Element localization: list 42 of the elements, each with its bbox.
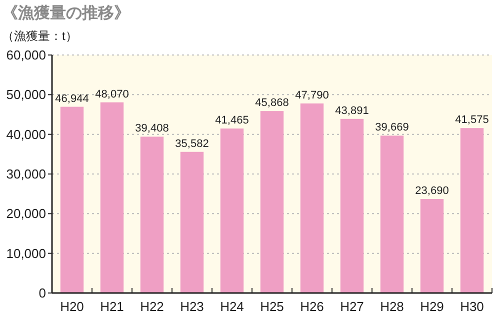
y-tick-label: 10,000 (6, 246, 46, 261)
x-tick-label: H22 (140, 299, 164, 314)
x-tick-label: H29 (420, 299, 444, 314)
bar (180, 152, 204, 293)
bar (380, 136, 404, 293)
y-tick-label: 60,000 (6, 48, 46, 63)
data-label: 39,669 (375, 122, 409, 134)
data-label: 48,070 (95, 88, 129, 100)
data-label: 41,575 (455, 114, 489, 126)
bar (460, 128, 484, 293)
bar (60, 106, 84, 293)
chart-title: 《漁獲量の推移》 (2, 4, 130, 22)
x-tick-label: H21 (100, 299, 124, 314)
x-tick-label: H20 (60, 299, 84, 314)
x-tick-label: H28 (380, 299, 404, 314)
bar (420, 199, 444, 293)
y-tick-label: 50,000 (6, 87, 46, 102)
x-tick-label: H30 (460, 299, 484, 314)
bar (100, 102, 124, 293)
data-label: 43,891 (335, 104, 369, 117)
data-label: 39,408 (135, 122, 169, 135)
data-label: 35,582 (175, 138, 209, 150)
y-tick-label: 0 (38, 286, 46, 301)
x-tick-label: H23 (180, 299, 204, 314)
bar (340, 118, 364, 293)
x-tick-label: H26 (300, 299, 324, 314)
y-tick-label: 30,000 (6, 166, 46, 182)
y-tick-label: 20,000 (6, 206, 46, 222)
data-label: 41,465 (215, 114, 249, 127)
y-tick-label: 40,000 (6, 126, 46, 142)
x-tick-label: H25 (260, 299, 284, 314)
bar (140, 136, 164, 293)
data-label: 47,790 (295, 89, 329, 102)
bar (220, 128, 244, 293)
bar (300, 103, 324, 293)
data-label: 45,868 (255, 97, 289, 110)
x-tick-label: H27 (340, 299, 364, 314)
bar (260, 111, 284, 293)
data-label: 46,944 (55, 92, 89, 105)
x-tick-label: H24 (220, 299, 244, 314)
y-axis-title: （漁獲量：t） (2, 29, 78, 43)
data-label: 23,690 (415, 185, 449, 198)
